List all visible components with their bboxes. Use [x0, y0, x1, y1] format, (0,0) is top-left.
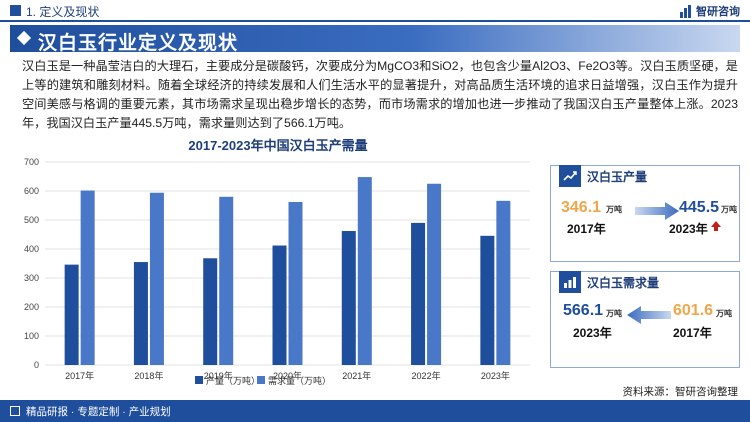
x-tick-label: 2021年 [342, 370, 371, 381]
section-square-icon [10, 5, 21, 16]
legend-swatch-demand [257, 376, 265, 384]
footer-bar: 精品研报 · 专题定制 · 产业规划 [0, 400, 750, 422]
production-panel-header: 汉白玉产量 [559, 165, 679, 187]
legend-swatch-production [195, 376, 203, 384]
up-arrow-stem [714, 227, 718, 231]
y-tick-label: 200 [24, 302, 39, 312]
demand-bar [219, 196, 234, 365]
y-tick-label: 100 [24, 331, 39, 341]
production-2023-value: 445.5 [679, 199, 720, 216]
production-2017-value: 346.1 [561, 199, 602, 216]
y-tick-label: 600 [24, 186, 39, 196]
x-tick-label: 2022年 [412, 370, 441, 381]
right-arrow-icon [635, 202, 679, 220]
demand-bar [357, 177, 372, 365]
demand-2017-unit: 万吨 [716, 309, 732, 318]
production-bar [64, 264, 79, 365]
header-rule [0, 20, 750, 22]
footer-square-icon [10, 406, 20, 416]
demand-2017-value: 601.6 [673, 302, 714, 319]
page-title: 汉白玉行业定义及现状 [38, 33, 239, 54]
y-tick-label: 700 [24, 157, 39, 167]
production-bar [272, 245, 287, 365]
source-note: 资料来源：智研咨询整理 [622, 386, 739, 398]
production-panel-title: 汉白玉产量 [587, 169, 648, 184]
demand-2023-value: 566.1 [563, 302, 604, 319]
x-tick-label: 2017年 [65, 370, 94, 381]
demand-2023-year: 2023年 [573, 326, 612, 340]
y-tick-label: 0 [34, 360, 39, 370]
y-tick-label: 500 [24, 215, 39, 225]
demand-bar [288, 202, 303, 365]
y-tick-label: 400 [24, 244, 39, 254]
title-banner: 汉白玉行业定义及现状 [10, 25, 740, 54]
x-tick-label: 2023年 [481, 370, 510, 381]
brand-name: 智研咨询 [696, 6, 740, 18]
production-bar [133, 262, 148, 365]
demand-2017-year: 2017年 [673, 326, 712, 340]
diamond-icon [16, 30, 32, 46]
y-tick-label: 300 [24, 273, 39, 283]
bar-chart: 0 100 200 300 400 500 600 700 2017年 2018年 2019年 202… [24, 157, 530, 386]
production-panel: 汉白玉产量 346.1 万吨 2017年 445.5 万吨 2023年 [550, 165, 740, 262]
production-bar [203, 258, 218, 365]
bars-logo-icon [680, 4, 693, 18]
x-tick-label: 2019年 [204, 370, 233, 381]
demand-2023-unit: 万吨 [606, 309, 622, 318]
production-bar [411, 222, 426, 365]
up-arrow-icon [711, 221, 721, 227]
left-arrow-icon [627, 306, 671, 324]
brand-logo: 智研咨询 [680, 4, 740, 18]
bar-chart-icon [559, 271, 581, 293]
demand-panel: 汉白玉需求量 566.1 万吨 2023年 601.6 万吨 2017年 [550, 271, 740, 368]
production-2023-year: 2023年 [669, 222, 708, 236]
legend-label-production: 产量（万吨） [206, 375, 260, 386]
production-2017-unit: 万吨 [606, 205, 622, 214]
top-bar: 1. 定义及现状 智研咨询 [0, 0, 750, 22]
production-bar [341, 231, 356, 365]
production-bar [480, 235, 495, 365]
x-tick-label: 2020年 [273, 370, 302, 381]
chart-title: 2017-2023年中国汉白玉产需量 [188, 138, 368, 153]
trend-chart-icon [559, 165, 581, 187]
demand-bar [80, 190, 95, 365]
demand-bar [149, 192, 164, 365]
footer-text: 精品研报 · 专题定制 · 产业规划 [26, 406, 171, 418]
demand-bar [427, 183, 442, 365]
section-title: 1. 定义及现状 [26, 5, 100, 19]
production-2023-unit: 万吨 [721, 205, 737, 214]
demand-bar [496, 200, 511, 365]
legend-label-demand: 需求量（万吨） [268, 375, 331, 386]
demand-panel-header: 汉白玉需求量 [559, 271, 679, 293]
production-2017-year: 2017年 [567, 222, 606, 236]
x-tick-label: 2018年 [134, 370, 163, 381]
intro-paragraph: 汉白玉是一种晶莹洁白的大理石，主要成分是碳酸钙，次要成分为MgCO3和SiO2，… [22, 59, 738, 130]
demand-panel-title: 汉白玉需求量 [587, 275, 660, 290]
